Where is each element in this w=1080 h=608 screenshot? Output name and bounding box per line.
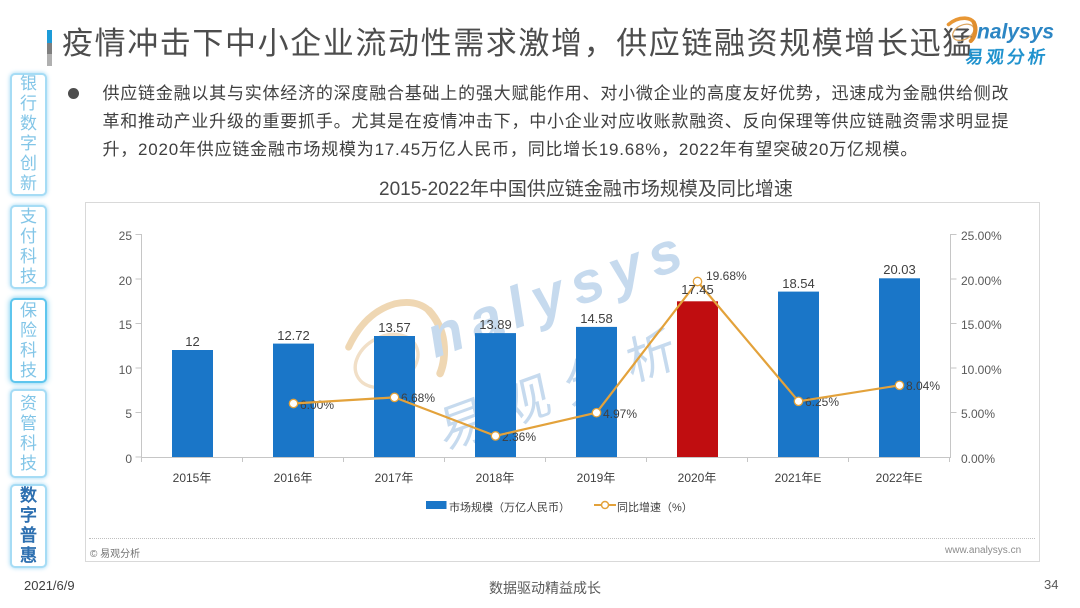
svg-text:nalysys: nalysys [977,21,1054,44]
svg-text:易观分析: 易观分析 [964,47,1050,67]
